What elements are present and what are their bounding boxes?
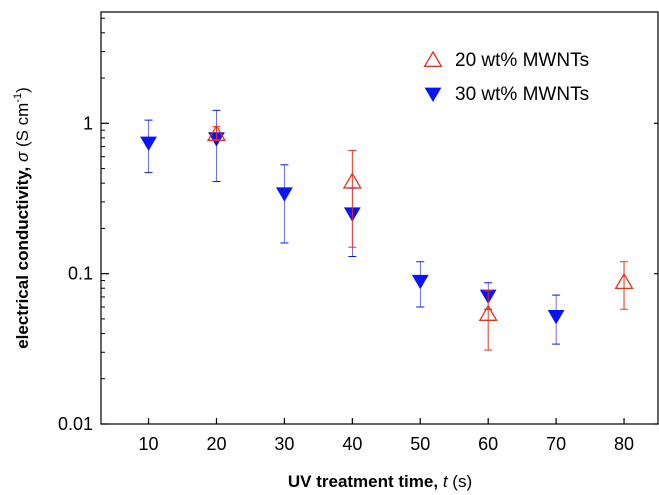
x-axis: 10 20 30 40 50 60 70 80 bbox=[139, 418, 634, 454]
data-point bbox=[342, 172, 362, 189]
x-tick-label: 40 bbox=[342, 434, 362, 454]
x-tick-label: 70 bbox=[546, 434, 566, 454]
series-0 bbox=[206, 124, 634, 351]
data-point bbox=[411, 274, 429, 290]
y-axis: 0.01 0.1 1 bbox=[58, 17, 658, 434]
data-point bbox=[276, 187, 293, 202]
legend: 20 wt% MWNTs 30 wt% MWNTs bbox=[423, 50, 589, 105]
x-axis-title: UV treatment time, t (s) bbox=[288, 472, 472, 491]
data-point bbox=[206, 124, 227, 141]
data-point bbox=[614, 272, 634, 290]
x-tick-label: 80 bbox=[614, 434, 634, 454]
legend-label-20wt: 20 wt% MWNTs bbox=[455, 50, 589, 71]
y-axis-title-unit: (S cm bbox=[13, 103, 32, 147]
x-tick-label: 20 bbox=[206, 434, 226, 454]
legend-marker-30wt bbox=[424, 87, 442, 102]
legend-label-30wt: 30 wt% MWNTs bbox=[455, 84, 589, 105]
y-tick-label: 0.1 bbox=[68, 264, 93, 284]
y-axis-title: electrical conductivity, σ (S cm-1) bbox=[12, 87, 32, 349]
data-point bbox=[140, 136, 157, 151]
plot-frame bbox=[100, 11, 659, 425]
data-point bbox=[478, 304, 498, 321]
x-axis-title-var: t bbox=[443, 472, 449, 491]
x-axis-title-main: UV treatment time, bbox=[288, 472, 438, 491]
y-tick-label: 1 bbox=[83, 113, 93, 133]
x-tick-label: 50 bbox=[410, 434, 430, 454]
legend-marker-20wt bbox=[423, 50, 443, 68]
x-axis-title-unit: (s) bbox=[452, 472, 472, 491]
x-tick-label: 30 bbox=[274, 434, 294, 454]
x-tick-label: 10 bbox=[139, 434, 159, 454]
x-tick-label: 60 bbox=[478, 434, 498, 454]
y-tick-label: 0.01 bbox=[58, 414, 93, 434]
y-axis-title-var: σ bbox=[13, 151, 32, 162]
y-axis-title-exp: -1 bbox=[12, 93, 24, 103]
data-point bbox=[547, 309, 565, 325]
y-axis-title-main: electrical conductivity, bbox=[13, 167, 32, 349]
data-series bbox=[140, 109, 634, 351]
y-axis-title-close: ) bbox=[13, 87, 32, 93]
